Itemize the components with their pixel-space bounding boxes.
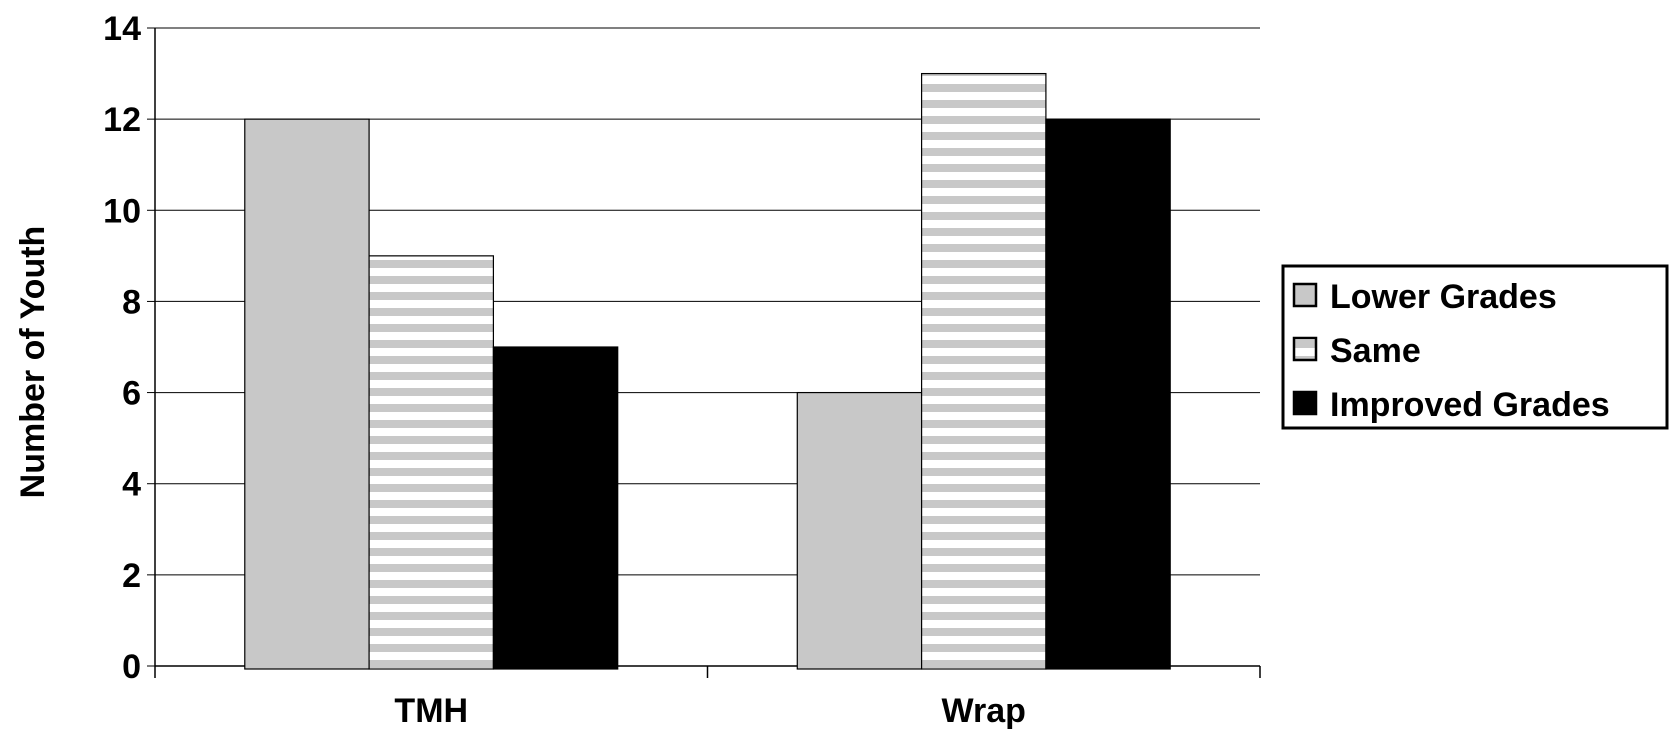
bar-same-wrap: [920, 72, 1047, 670]
legend: Lower Grades Same Improved Grades: [1281, 264, 1669, 430]
legend-label: Improved Grades: [1330, 386, 1610, 424]
x-tick-label: TMH: [394, 692, 468, 730]
legend-label: Lower Grades: [1330, 278, 1557, 316]
axis-labels: Number of Youth 0 2 4 6 8 10 12 14 TMH Wrap: [14, 10, 1026, 730]
x-tick-label: Wrap: [942, 692, 1026, 730]
bar-lower-grades-tmh: [244, 118, 370, 670]
y-tick-label: 2: [122, 557, 141, 595]
y-tick-label: 8: [122, 283, 141, 321]
y-tick-label: 6: [122, 375, 141, 413]
y-tick-label: 10: [103, 192, 141, 230]
bars: [244, 72, 1171, 670]
bar-improved-grades-wrap: [1045, 118, 1171, 670]
bar-same-tmh: [368, 255, 495, 670]
y-axis-title: Number of Youth: [14, 226, 52, 499]
y-tick-label: 14: [103, 10, 141, 48]
legend-swatch: [1292, 282, 1318, 308]
y-tick-label: 12: [103, 101, 141, 139]
legend-swatch: [1292, 390, 1318, 416]
y-tick-label: 4: [122, 466, 141, 504]
legend-swatch: [1292, 336, 1318, 362]
legend-box: [1281, 264, 1669, 430]
bar-lower-grades-wrap: [796, 391, 923, 670]
bar-improved-grades-tmh: [492, 346, 619, 670]
y-tick-label: 0: [122, 648, 141, 686]
legend-label: Same: [1330, 332, 1421, 370]
